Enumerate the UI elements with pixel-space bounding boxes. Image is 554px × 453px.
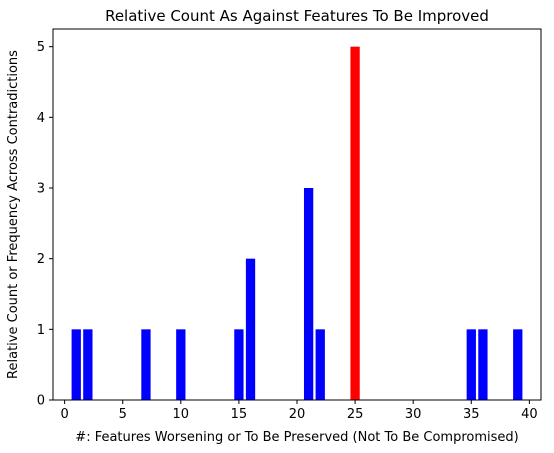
bar-7: [141, 329, 151, 400]
x-tick-label: 5: [119, 407, 127, 422]
bars-group: [71, 46, 523, 401]
x-tick-label: 10: [173, 407, 190, 422]
bar-39: [513, 329, 523, 400]
y-ticks-group: 0 1 2 3 4 5: [37, 40, 53, 409]
bar-2: [83, 329, 93, 400]
chart-title: Relative Count As Against Features To Be…: [105, 7, 489, 25]
bar-10: [176, 329, 186, 400]
y-tick-label: 0: [37, 394, 45, 409]
x-tick-label: 20: [289, 407, 306, 422]
bar-35: [466, 329, 476, 400]
bar-25: [350, 46, 360, 401]
x-tick-label: 30: [405, 407, 422, 422]
y-axis-label: Relative Count or Frequency Across Contr…: [6, 50, 21, 379]
y-tick-label: 2: [37, 252, 45, 267]
bar-36: [478, 329, 488, 400]
bar-1: [71, 329, 81, 400]
x-ticks-group: 0 5 10 15 20 25 30 35 40: [60, 400, 538, 422]
x-tick-label: 40: [521, 407, 538, 422]
y-tick-label: 4: [37, 111, 45, 126]
bar-15: [234, 329, 244, 400]
plot-frame: [52, 28, 542, 401]
y-tick-label: 3: [37, 182, 45, 197]
x-tick-label: 35: [463, 407, 480, 422]
x-tick-label: 25: [347, 407, 364, 422]
x-tick-label: 0: [60, 407, 68, 422]
bar-16: [245, 258, 256, 400]
x-axis-label: #: Features Worsening or To Be Preserved…: [75, 430, 518, 445]
y-tick-label: 1: [37, 323, 45, 338]
bar-22: [315, 329, 325, 400]
x-tick-label: 15: [231, 407, 248, 422]
bar-21: [303, 188, 314, 400]
y-tick-label: 5: [37, 40, 45, 55]
